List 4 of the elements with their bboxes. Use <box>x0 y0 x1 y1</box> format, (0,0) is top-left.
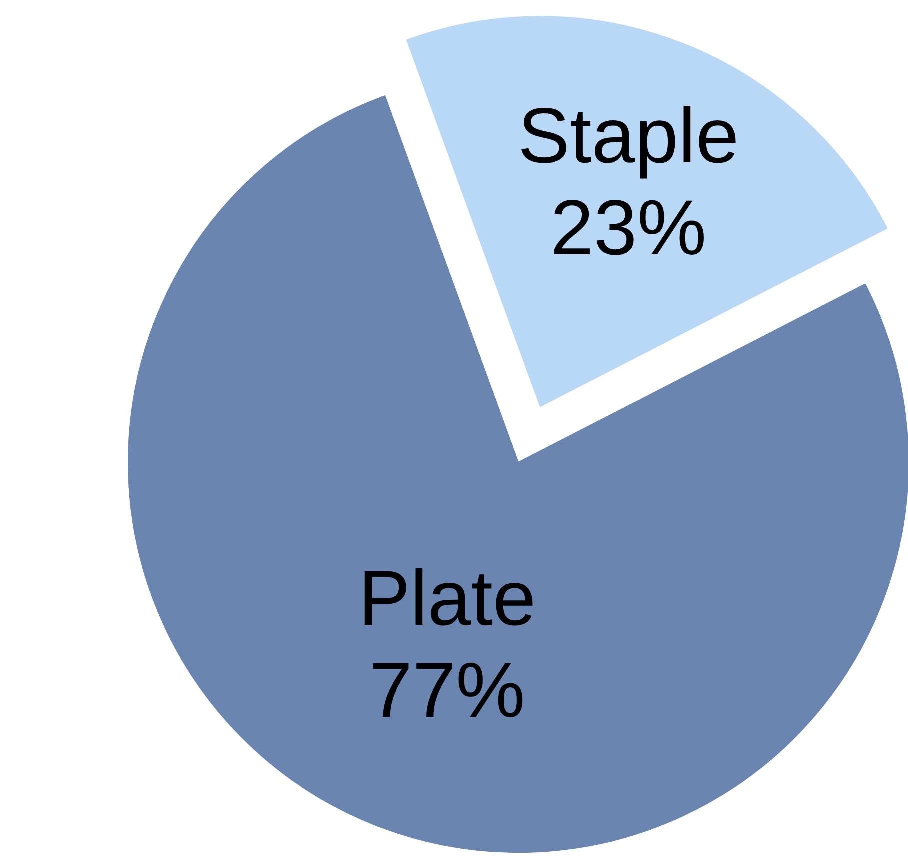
data-label: 77% <box>369 646 526 734</box>
slice-label: Plate <box>358 554 536 642</box>
slice-label: Staple <box>518 91 740 180</box>
data-label: 23% <box>550 184 707 272</box>
